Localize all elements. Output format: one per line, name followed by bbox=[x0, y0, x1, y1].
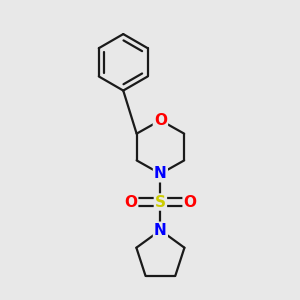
Text: N: N bbox=[154, 223, 167, 238]
Text: S: S bbox=[155, 194, 166, 209]
Text: O: O bbox=[184, 194, 196, 209]
Text: O: O bbox=[154, 113, 167, 128]
Text: N: N bbox=[154, 166, 167, 181]
Text: O: O bbox=[124, 194, 137, 209]
